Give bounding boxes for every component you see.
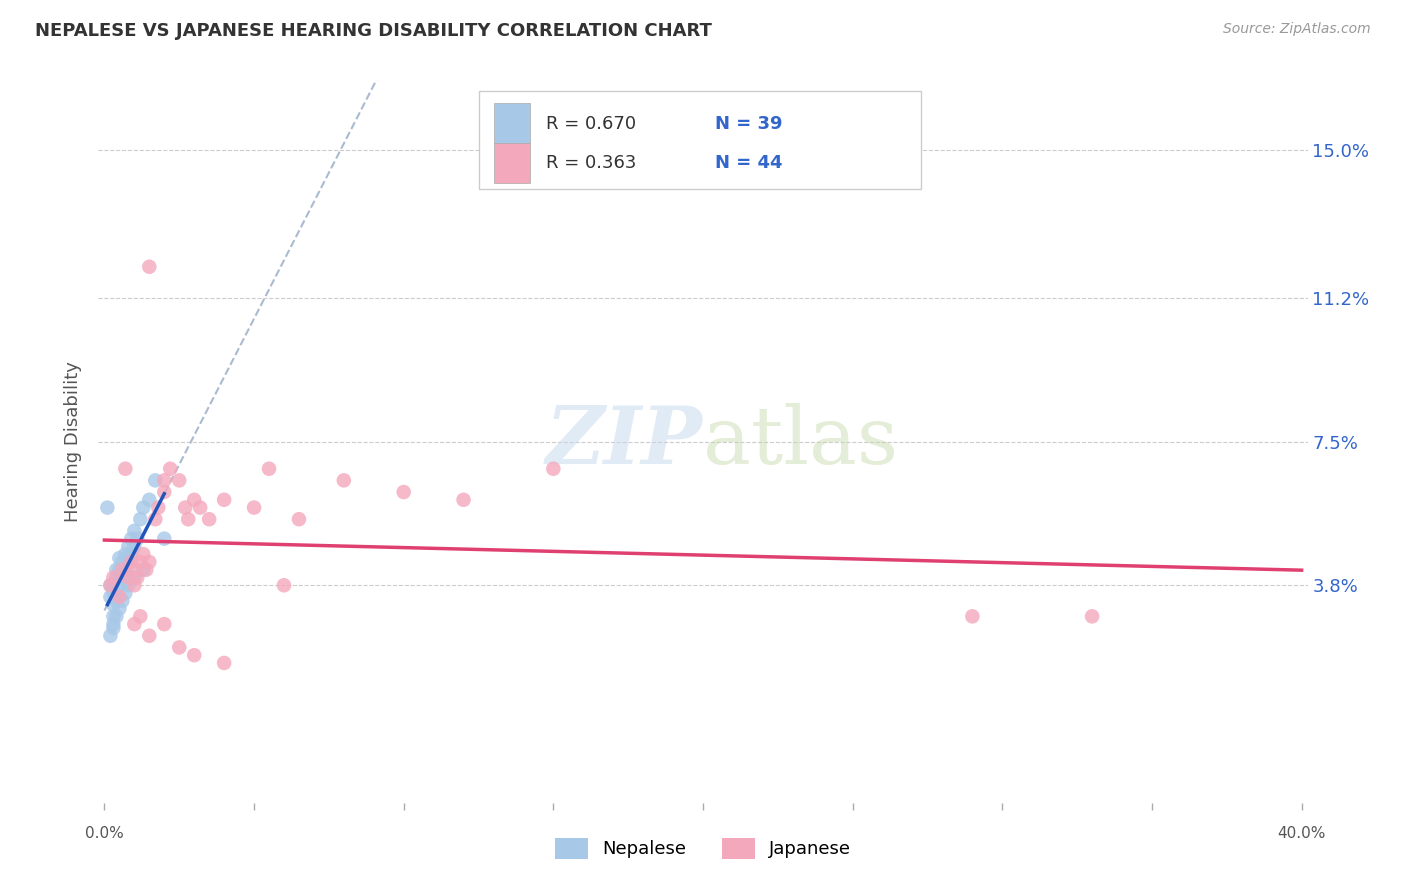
Text: Source: ZipAtlas.com: Source: ZipAtlas.com <box>1223 22 1371 37</box>
Point <box>288 512 311 526</box>
Point <box>111 570 134 584</box>
Point <box>96 500 118 515</box>
Point <box>167 640 190 655</box>
Point <box>103 570 125 584</box>
Point <box>124 540 146 554</box>
Point <box>153 532 176 546</box>
Point <box>103 586 125 600</box>
Text: N = 44: N = 44 <box>716 154 783 172</box>
Point <box>114 563 136 577</box>
Point <box>333 474 356 488</box>
Point <box>124 578 146 592</box>
Point <box>100 578 122 592</box>
Point <box>114 461 136 475</box>
Point <box>143 512 166 526</box>
Point <box>108 578 131 592</box>
Point <box>453 492 475 507</box>
Point <box>100 629 122 643</box>
Point <box>103 609 125 624</box>
Point <box>103 621 125 635</box>
Point <box>198 512 221 526</box>
Point <box>962 609 984 624</box>
Point <box>138 555 160 569</box>
Point <box>114 547 136 561</box>
Point <box>120 532 142 546</box>
Point <box>174 500 197 515</box>
Point <box>153 485 176 500</box>
Text: ZIP: ZIP <box>546 403 703 480</box>
Point <box>177 512 200 526</box>
Point <box>120 555 142 569</box>
Text: NEPALESE VS JAPANESE HEARING DISABILITY CORRELATION CHART: NEPALESE VS JAPANESE HEARING DISABILITY … <box>35 22 711 40</box>
Point <box>124 617 146 632</box>
Point <box>108 601 131 615</box>
Point <box>143 474 166 488</box>
Point <box>103 617 125 632</box>
Point <box>188 500 211 515</box>
Point <box>132 500 155 515</box>
Point <box>124 524 146 538</box>
Point <box>138 260 160 274</box>
Text: atlas: atlas <box>703 402 898 481</box>
Point <box>111 555 134 569</box>
Point <box>153 617 176 632</box>
Point <box>117 540 139 554</box>
Point <box>117 555 139 569</box>
Point <box>138 492 160 507</box>
Point <box>108 590 131 604</box>
Point <box>100 578 122 592</box>
Point <box>103 578 125 592</box>
FancyBboxPatch shape <box>494 143 530 183</box>
Point <box>153 474 176 488</box>
Point <box>392 485 415 500</box>
Point <box>132 563 155 577</box>
FancyBboxPatch shape <box>479 91 921 189</box>
Point <box>148 500 170 515</box>
Text: R = 0.363: R = 0.363 <box>546 154 636 172</box>
Point <box>183 648 205 663</box>
Point <box>111 563 134 577</box>
Point <box>124 563 146 577</box>
Point <box>111 594 134 608</box>
Point <box>129 512 152 526</box>
Point <box>183 492 205 507</box>
Point <box>212 492 235 507</box>
Point <box>138 629 160 643</box>
Point <box>105 563 128 577</box>
FancyBboxPatch shape <box>494 103 530 143</box>
Point <box>127 532 149 546</box>
Point <box>135 563 157 577</box>
Point <box>105 594 128 608</box>
Point <box>257 461 280 475</box>
Y-axis label: Hearing Disability: Hearing Disability <box>65 361 83 522</box>
Text: 40.0%: 40.0% <box>1278 826 1326 841</box>
Point <box>105 570 128 584</box>
Text: R = 0.670: R = 0.670 <box>546 115 636 133</box>
Point <box>129 555 152 569</box>
Point <box>108 551 131 566</box>
Point <box>1081 609 1104 624</box>
Point <box>273 578 295 592</box>
Point <box>167 474 190 488</box>
Point <box>159 461 181 475</box>
Point <box>117 570 139 584</box>
Text: N = 39: N = 39 <box>716 115 783 133</box>
Point <box>124 570 146 584</box>
Point <box>543 461 565 475</box>
Point <box>212 656 235 670</box>
Point <box>114 586 136 600</box>
Point <box>105 609 128 624</box>
Point <box>127 570 149 584</box>
Point <box>100 590 122 604</box>
Point <box>108 563 131 577</box>
Point <box>117 578 139 592</box>
Point <box>120 547 142 561</box>
Point <box>129 609 152 624</box>
Point <box>103 598 125 612</box>
Point <box>132 547 155 561</box>
Text: 0.0%: 0.0% <box>84 826 124 841</box>
Point <box>243 500 266 515</box>
Legend: Nepalese, Japanese: Nepalese, Japanese <box>548 830 858 866</box>
